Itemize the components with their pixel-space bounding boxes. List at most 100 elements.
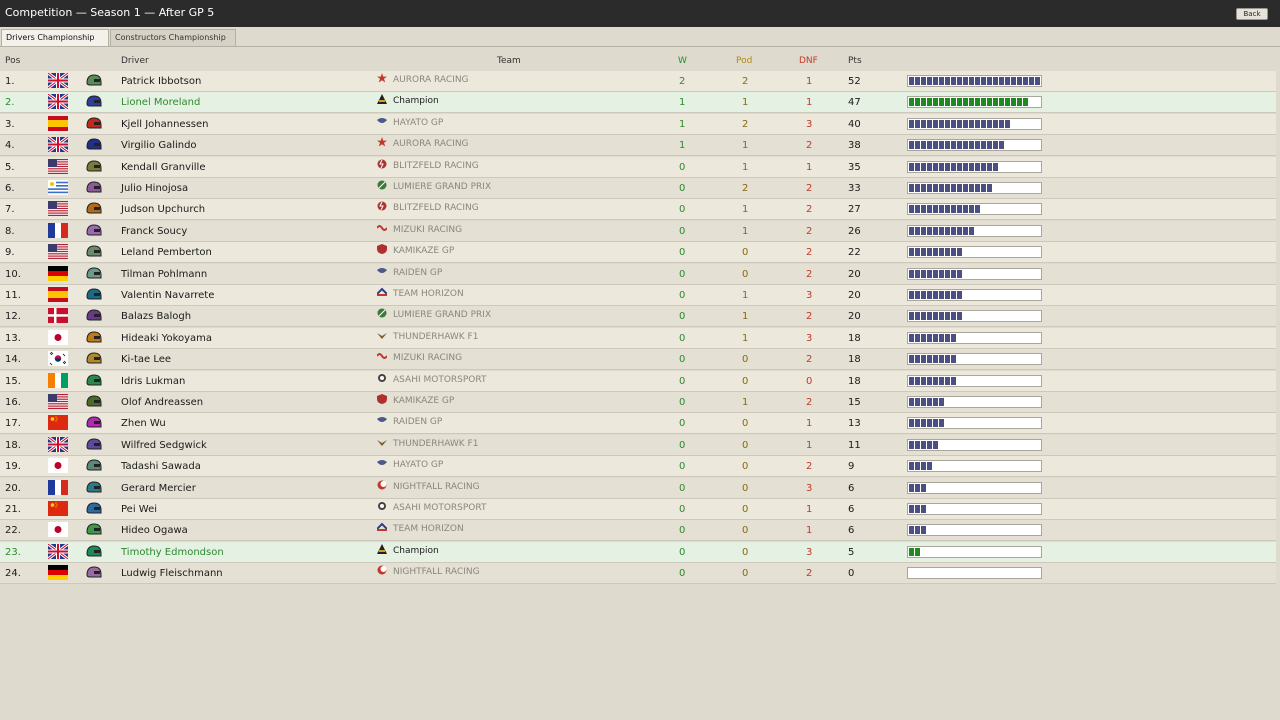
col-dnf[interactable]: DNF [799, 56, 818, 66]
back-button[interactable]: Back [1236, 8, 1268, 20]
table-row[interactable]: 11. Valentin Navarrete TEAM HORIZON 0 1 3 20 [0, 285, 1276, 306]
team-name[interactable]: NIGHTFALL RACING [377, 565, 480, 579]
driver-name[interactable]: Pei Wei [121, 504, 158, 515]
helmet-icon [86, 395, 102, 407]
table-row[interactable]: 21. Pei Wei ASAHI MOTORSPORT 0 0 1 6 [0, 499, 1276, 520]
team-name[interactable]: KAMIKAZE GP [377, 394, 454, 408]
driver-name[interactable]: Ki-tae Lee [121, 354, 172, 366]
table-row[interactable]: 12. Balazs Balogh LUMIERE GRAND PRIX 0 1 2 20 [0, 306, 1276, 328]
team-label: MIZUKI RACING [393, 353, 463, 364]
team-name[interactable]: THUNDERHAWK F1 [377, 330, 478, 344]
table-row[interactable]: 20. Gerard Mercier NIGHTFALL RACING 0 0 3 6 [0, 477, 1276, 499]
driver-name[interactable]: Valentin Navarrete [121, 290, 215, 301]
champion-icon [377, 94, 387, 105]
col-pos[interactable]: Pos [5, 56, 21, 66]
team-name[interactable]: BLITZFELD RACING [377, 201, 479, 215]
driver-name[interactable]: Hideaki Yokoyama [121, 332, 213, 344]
table-row[interactable]: 2. Lionel Moreland Champion 1 1 1 47 [0, 92, 1276, 114]
driver-name[interactable]: Patrick Ibbotson [121, 76, 202, 87]
table-row[interactable]: 15. Idris Lukman ASAHI MOTORSPORT 0 0 0 18 [0, 370, 1276, 392]
team-name[interactable]: THUNDERHAWK F1 [377, 437, 478, 451]
team-name[interactable]: TEAM HORIZON [377, 522, 464, 536]
dnf-count: 1 [806, 525, 813, 537]
driver-name[interactable]: Wilfred Sedgwick [121, 439, 207, 451]
table-row[interactable]: 5. Kendall Granville BLITZFELD RACING 0 1 1 35 [0, 156, 1276, 178]
driver-name[interactable]: Tilman Pohlmann [121, 268, 208, 280]
wins: 0 [679, 204, 686, 216]
helmet-icon [86, 502, 102, 514]
team-name[interactable]: Champion [377, 94, 439, 108]
table-row[interactable]: 19. Tadashi Sawada HAYATO GP 0 0 2 9 [0, 456, 1276, 478]
team-name[interactable]: RAIDEN GP [377, 415, 442, 429]
points-bar [907, 567, 1042, 580]
table-row[interactable]: 14. Ki-tae Lee MIZUKI RACING 0 0 2 18 [0, 349, 1276, 371]
col-points[interactable]: Pts [848, 56, 862, 66]
driver-name[interactable]: Kendall Granville [121, 161, 206, 173]
driver-name[interactable]: Virgilio Galindo [121, 140, 197, 152]
driver-name[interactable]: Julio Hinojosa [121, 183, 189, 194]
driver-name[interactable]: Balazs Balogh [121, 311, 192, 323]
team-name[interactable]: MIZUKI RACING [377, 351, 462, 365]
table-row[interactable]: 7. Judson Upchurch BLITZFELD RACING 0 1 2 27 [0, 199, 1276, 221]
table-row[interactable]: 8. Franck Soucy MIZUKI RACING 0 1 2 26 [0, 220, 1276, 242]
driver-name[interactable]: Franck Soucy [121, 225, 188, 237]
team-name[interactable]: Champion [377, 543, 439, 558]
table-row[interactable]: 13. Hideaki Yokoyama THUNDERHAWK F1 0 1 3 18 [0, 327, 1276, 349]
driver-name[interactable]: Leland Pemberton [121, 247, 212, 259]
driver-name[interactable]: Idris Lukman [121, 375, 186, 387]
dnf-count: 2 [806, 204, 813, 216]
team-name[interactable]: NIGHTFALL RACING [377, 480, 480, 494]
points-bar [907, 96, 1042, 109]
points-bar-fill [909, 226, 974, 235]
table-row[interactable]: 22. Hideo Ogawa TEAM HORIZON 0 0 1 6 [0, 520, 1276, 542]
points: 18 [848, 354, 861, 366]
driver-name[interactable]: Tadashi Sawada [121, 461, 201, 473]
team-name[interactable]: HAYATO GP [377, 116, 443, 130]
team-name[interactable]: LUMIERE GRAND PRIX [377, 180, 491, 194]
flag-icon [48, 244, 68, 260]
driver-name[interactable]: Judson Upchurch [121, 204, 206, 216]
table-row[interactable]: 23. Timothy Edmondson Champion 0 0 3 5 [0, 541, 1276, 563]
driver-name[interactable]: Lionel Moreland [121, 97, 201, 109]
col-podiums[interactable]: Pod [736, 56, 753, 66]
col-team[interactable]: Team [497, 56, 521, 66]
team-name[interactable]: MIZUKI RACING [377, 223, 462, 237]
driver-name[interactable]: Ludwig Fleischmann [121, 568, 223, 580]
team-name[interactable]: TEAM HORIZON [377, 287, 464, 301]
table-row[interactable]: 16. Olof Andreassen KAMIKAZE GP 0 1 2 15 [0, 392, 1276, 413]
team-name[interactable]: ASAHI MOTORSPORT [377, 373, 486, 387]
position: 17. [5, 418, 21, 430]
driver-name[interactable]: Kjell Johannessen [121, 118, 209, 130]
table-row[interactable]: 10. Tilman Pohlmann RAIDEN GP 0 0 2 20 [0, 263, 1276, 285]
table-row[interactable]: 9. Leland Pemberton KAMIKAZE GP 0 0 2 22 [0, 242, 1276, 264]
driver-name[interactable]: Timothy Edmondson [121, 546, 224, 558]
driver-name[interactable]: Gerard Mercier [121, 482, 196, 494]
points: 22 [848, 247, 861, 259]
col-driver[interactable]: Driver [121, 56, 149, 66]
table-row[interactable]: 4. Virgilio Galindo AURORA RACING 1 1 2 38 [0, 135, 1276, 157]
position: 21. [5, 504, 21, 515]
driver-name[interactable]: Olof Andreassen [121, 397, 204, 408]
col-wins[interactable]: W [678, 56, 687, 66]
tab-constructors-championship[interactable]: Constructors Championship [110, 29, 236, 46]
driver-name[interactable]: Hideo Ogawa [121, 525, 188, 537]
team-name[interactable]: ASAHI MOTORSPORT [377, 501, 486, 515]
tab-drivers-championship[interactable]: Drivers Championship [1, 29, 109, 46]
wins: 0 [679, 418, 686, 430]
team-name[interactable]: HAYATO GP [377, 458, 443, 472]
team-name[interactable]: LUMIERE GRAND PRIX [377, 308, 491, 322]
team-name[interactable]: RAIDEN GP [377, 266, 442, 280]
points-bar-fill [909, 205, 980, 214]
table-row[interactable]: 3. Kjell Johannessen HAYATO GP 1 2 3 40 [0, 113, 1276, 135]
table-row[interactable]: 18. Wilfred Sedgwick THUNDERHAWK F1 0 0 1 11 [0, 434, 1276, 456]
table-row[interactable]: 17. Zhen Wu RAIDEN GP 0 0 1 13 [0, 413, 1276, 435]
team-name[interactable]: AURORA RACING [377, 73, 469, 87]
team-name[interactable]: KAMIKAZE GP [377, 244, 454, 258]
dnf-count: 2 [806, 225, 813, 237]
team-name[interactable]: BLITZFELD RACING [377, 159, 479, 173]
table-row[interactable]: 24. Ludwig Fleischmann NIGHTFALL RACING 0 0 2… [0, 563, 1276, 585]
driver-name[interactable]: Zhen Wu [121, 418, 166, 430]
table-row[interactable]: 6. Julio Hinojosa LUMIERE GRAND PRIX 0 2 2 33 [0, 178, 1276, 199]
table-row[interactable]: 1. Patrick Ibbotson AURORA RACING 2 2 1 52 [0, 71, 1276, 92]
team-name[interactable]: AURORA RACING [377, 137, 469, 151]
